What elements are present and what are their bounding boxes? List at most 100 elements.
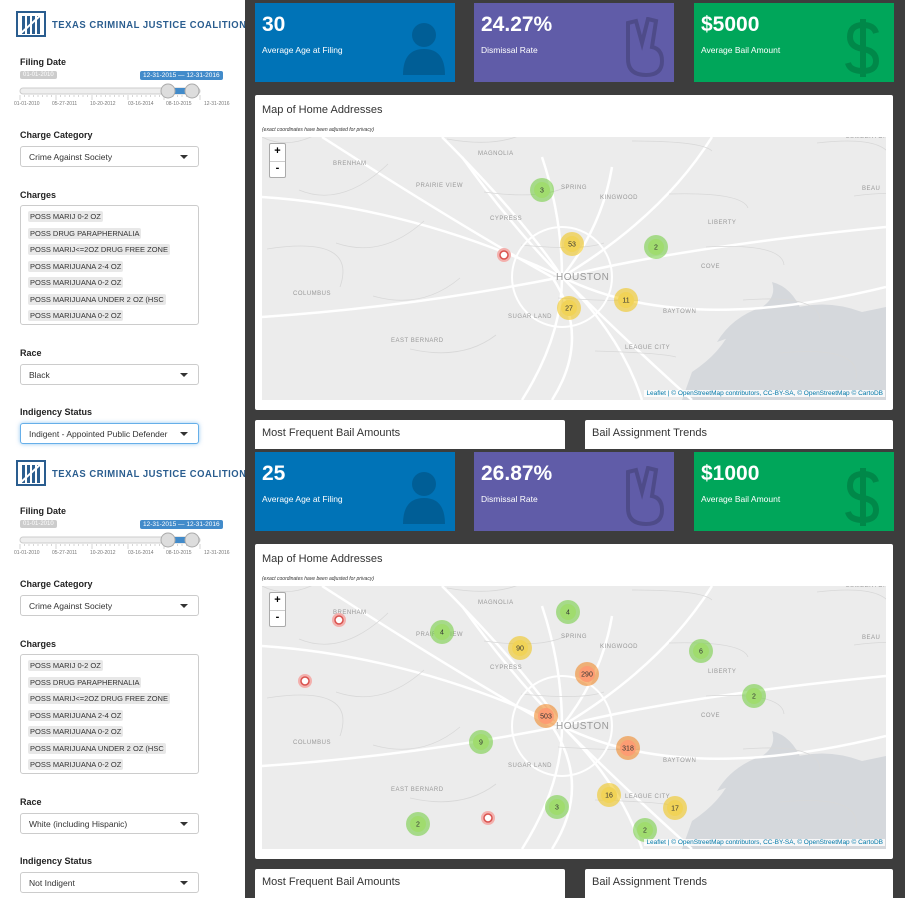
charge-item[interactable]: POSS DRUG PARAPHERNALIA [28,676,142,688]
slider-min: 01-01-2010 [20,71,57,79]
minor-road [705,246,785,266]
city-ring [511,226,613,328]
caret [180,155,188,159]
minor-road [409,334,497,354]
place-label: LUMBERTON [846,586,886,589]
cluster-marker[interactable] [579,666,595,682]
charge-item[interactable]: POSS DRUG PARAPHERNALIA [28,227,142,239]
slider-handle[interactable] [184,83,200,99]
cluster-marker[interactable] [620,740,636,756]
indigency-select[interactable]: Not Indigent [20,872,199,893]
icon-dollar [845,19,880,77]
logo-frame [16,11,46,37]
charges-label: Charges [20,190,57,200]
stat-value: $1000 [701,462,760,485]
charge-item[interactable]: POSS MARIJUANA UNDER 2 OZ (HSC [28,293,166,305]
empty-marker-core [499,250,509,260]
minor-road [631,589,713,601]
cluster-marker[interactable] [637,822,653,838]
charge-item[interactable]: POSS MARIJ 0-2 OZ [28,211,103,222]
stat-value: 30 [262,13,286,36]
cluster-marker[interactable] [693,643,709,659]
minor-road [668,193,749,209]
zoom-in[interactable]: + [274,594,281,606]
icon-body [403,49,445,75]
place-label: LEAGUE CITY [625,345,670,351]
slider-tick-label: 03-16-2014 [128,550,154,556]
cluster-marker[interactable] [601,787,617,803]
cluster-marker[interactable] [473,734,489,750]
charge-category-select[interactable]: Crime Against Society [20,595,199,616]
charge-item[interactable]: POSS MARIJUANA 2-4 OZ [28,709,124,721]
cluster-marker[interactable] [560,604,576,620]
minor-road [853,642,886,646]
race-select[interactable]: Black [20,364,199,385]
race-select[interactable]: White (including Hispanic) [20,813,199,834]
place-label: BRENHAM [333,610,367,616]
charges-list[interactable]: POSS MARIJ 0-2 OZ POSS DRUG PARAPHERNALIA… [20,654,199,774]
stat-label: Dismissal Rate [481,494,538,504]
slider-handle[interactable] [184,532,200,548]
charge-item[interactable]: POSS MARIJUANA 0-2 OZ [28,759,124,770]
slider-handle[interactable] [160,532,176,548]
cluster-marker[interactable] [746,688,762,704]
minor-road [631,140,713,152]
place-label: PRAIRIE VIEW [416,183,463,189]
race-label: Race [20,797,42,807]
logo-slash [19,462,43,484]
logo-text: TEXAS CRIMINAL JUSTICE COALITION [52,468,247,480]
cluster-marker[interactable] [561,300,577,316]
logo-frame [16,460,46,486]
icon-hand [626,466,665,526]
charge-item[interactable]: POSS MARIJ<=2OZ DRUG FREE ZONE [28,244,170,255]
stat-box: 30 Average Age at Filing [255,3,455,82]
box-title: Bail Assignment Trends [592,427,707,439]
zoom-out[interactable]: - [270,610,285,623]
indigency-label: Indigency Status [20,407,93,417]
stat-box: $5000 Average Bail Amount [694,3,894,82]
stat-label: Dismissal Rate [481,45,538,55]
cluster-marker[interactable] [534,182,550,198]
cluster-marker[interactable] [512,640,528,656]
minor-road [446,586,517,592]
charge-item[interactable]: POSS MARIJUANA UNDER 2 OZ (HSC [28,742,166,754]
slider-tick-label: 03-16-2014 [128,101,154,107]
cluster-count: 53 [568,242,576,249]
logo-bar [22,465,25,483]
minor-road [446,137,517,143]
charge-item[interactable]: POSS MARIJUANA 0-2 OZ [28,277,124,288]
filing-date-label: Filing Date [20,57,67,67]
indigency-select[interactable]: Indigent - Appointed Public Defender [20,423,199,444]
stat-value: $5000 [701,13,760,36]
cluster-marker[interactable] [648,239,664,255]
stat-value: 24.27% [481,13,553,36]
city-ring [511,675,613,777]
stat-icon [845,19,880,77]
cluster-marker[interactable] [667,800,683,816]
cluster-marker[interactable] [564,236,580,252]
minor-road [335,669,425,698]
stat-icon [403,472,445,524]
place-label: CYPRESS [490,216,522,222]
cluster-marker[interactable] [434,624,450,640]
cluster-marker[interactable] [410,816,426,832]
zoom-out[interactable]: - [270,161,285,174]
cluster-count: 3 [555,805,559,812]
stat-box: 24.27% Dismissal Rate [474,3,674,82]
slider-tick-label: 05-27-2011 [52,101,78,107]
charge-item[interactable]: POSS MARIJ 0-2 OZ [28,660,103,671]
cluster-count: 4 [440,630,444,637]
charge-item[interactable]: POSS MARIJUANA 2-4 OZ [28,260,124,272]
slider-handle[interactable] [160,83,176,99]
cluster-marker[interactable] [538,708,554,724]
cluster-marker[interactable] [549,799,565,815]
charges-list[interactable]: POSS MARIJ 0-2 OZ POSS DRUG PARAPHERNALIA… [20,205,199,325]
charge-item[interactable]: POSS MARIJUANA 0-2 OZ [28,726,124,737]
cluster-marker[interactable] [618,292,634,308]
charge-item[interactable]: POSS MARIJUANA 0-2 OZ [28,310,124,321]
place-label: LIBERTY [708,669,736,675]
cluster-count: 17 [671,806,679,813]
charge-item[interactable]: POSS MARIJ<=2OZ DRUG FREE ZONE [28,693,170,704]
zoom-in[interactable]: + [274,145,281,157]
charge-category-select[interactable]: Crime Against Society [20,146,199,167]
